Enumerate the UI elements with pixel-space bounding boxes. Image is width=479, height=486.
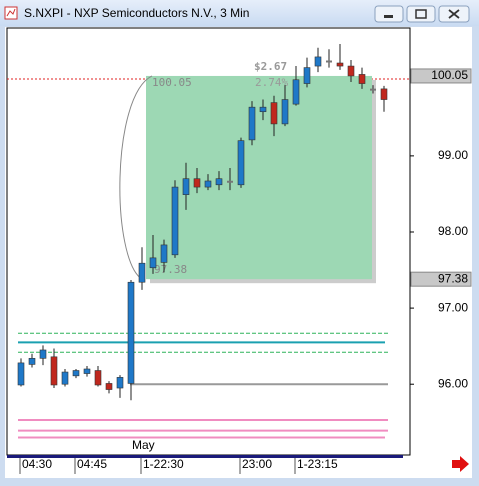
- candle-body: [39, 349, 47, 359]
- candle-body: [248, 106, 256, 141]
- candle-body: [28, 358, 36, 365]
- candle-body: [204, 180, 212, 188]
- axis-low-marker: [410, 271, 472, 287]
- y-tick-label: 97.00: [438, 300, 468, 314]
- x-tick-label: 04:30: [22, 457, 52, 471]
- y-tick-label: 99.00: [438, 148, 468, 162]
- restore-button[interactable]: [406, 5, 436, 23]
- close-icon: [448, 9, 460, 19]
- axis-high-marker-label: 100.05: [431, 68, 468, 82]
- measure-high-label: 100.05: [152, 76, 192, 89]
- measure-bracket: [119, 75, 153, 280]
- x-tick-label: 04:45: [77, 457, 107, 471]
- app-icon-glyph: [6, 8, 16, 17]
- y-tick-label: 96.00: [438, 376, 468, 390]
- x-tick-label: 1-22:30: [143, 457, 184, 471]
- annotation: May: [132, 438, 155, 452]
- scroll-arrow[interactable]: [452, 456, 469, 472]
- candle-body: [358, 74, 366, 84]
- candle-body: [281, 99, 289, 125]
- candle-body: [160, 244, 168, 263]
- candle-body: [61, 371, 69, 385]
- candle-body: [303, 67, 311, 84]
- candle-body: [347, 65, 355, 77]
- candle-body: [182, 178, 190, 195]
- restore-icon: [415, 9, 427, 19]
- candle-body: [50, 356, 58, 386]
- candle-body: [336, 62, 344, 67]
- candle-body: [193, 178, 201, 188]
- candle-body: [17, 362, 25, 386]
- measure-change-pct: 2.74%: [255, 76, 288, 89]
- axis-low-marker-label: 97.38: [438, 271, 468, 285]
- candle-body: [380, 88, 388, 100]
- candle-body: [149, 257, 157, 269]
- measure-box: [146, 75, 372, 280]
- x-axis-bar: [7, 455, 403, 458]
- x-tick-label: 23:00: [242, 457, 272, 471]
- app-icon: [4, 6, 18, 20]
- candle-body: [259, 106, 267, 113]
- candle-body: [83, 368, 91, 374]
- window-buttons: [374, 5, 470, 23]
- candle-body: [171, 186, 179, 256]
- measure-change: $2.67: [254, 60, 287, 73]
- candle-body: [105, 383, 113, 390]
- candle-body: [138, 262, 146, 283]
- candle-body: [314, 56, 322, 67]
- minimize-button[interactable]: [374, 5, 404, 23]
- candle-body: [292, 79, 300, 105]
- candle-body: [237, 140, 245, 186]
- candle-body: [72, 370, 80, 377]
- axis-high-marker: [410, 68, 472, 84]
- window-title: S.NXPI - NXP Semiconductors N.V., 3 Min: [24, 6, 249, 20]
- measure-low-label: 97.38: [154, 263, 187, 276]
- y-tick-label: 98.00: [438, 224, 468, 238]
- candle-body: [215, 178, 223, 186]
- candle-body: [270, 102, 278, 125]
- minimize-icon: [384, 15, 393, 18]
- candle-body: [116, 377, 124, 389]
- candle-body: [127, 281, 135, 384]
- candle-body: [94, 370, 102, 386]
- x-tick-label: 1-23:15: [297, 457, 338, 471]
